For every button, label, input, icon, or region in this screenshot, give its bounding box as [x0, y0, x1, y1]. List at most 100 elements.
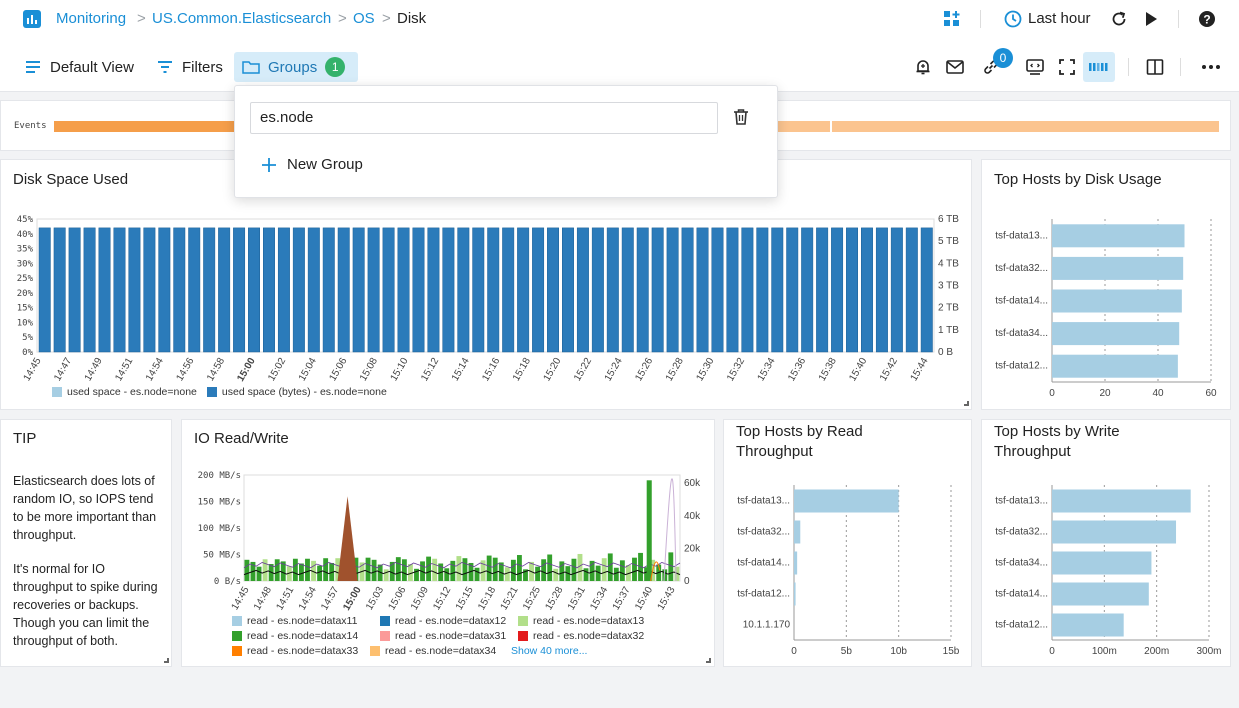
list-icon: [26, 61, 40, 73]
embed-icon[interactable]: [1026, 58, 1044, 76]
category-label: tsf-data34...: [995, 328, 1048, 339]
legend-swatch: [52, 387, 62, 397]
events-bar-light[interactable]: [832, 121, 1219, 132]
disk-bar: [532, 227, 545, 353]
filters-button[interactable]: Filters: [150, 52, 231, 82]
trash-icon[interactable]: [733, 108, 749, 126]
mail-icon[interactable]: [946, 59, 964, 75]
x-tick-label: 15:10: [389, 356, 411, 384]
host-bar: [1052, 354, 1178, 378]
legend-label[interactable]: used space - es.node=none: [67, 386, 197, 398]
group-input[interactable]: es.node: [250, 102, 718, 134]
more-options-icon[interactable]: [1201, 60, 1221, 74]
legend-label[interactable]: read - es.node=datax32: [533, 630, 645, 642]
disk-bar: [741, 227, 754, 353]
legend-swatch: [206, 387, 217, 397]
resize-handle[interactable]: [964, 401, 969, 406]
io-bar: [408, 564, 413, 581]
legend-label[interactable]: read - es.node=datax13: [533, 615, 645, 627]
host-bar: [794, 489, 899, 513]
breadcrumb-app[interactable]: US.Common.Elasticsearch: [152, 10, 332, 27]
x-tick-label: 15:42: [878, 356, 900, 384]
disk-bar: [218, 227, 231, 353]
resize-handle[interactable]: [164, 658, 169, 663]
groups-button[interactable]: Groups 1: [234, 52, 358, 82]
x-tick-label: 15:12: [419, 356, 441, 384]
disk-bar: [143, 227, 156, 353]
disk-bar: [367, 227, 380, 353]
host-bar: [794, 520, 801, 544]
disk-bar: [487, 227, 500, 353]
legend-label[interactable]: used space (bytes) - es.node=none: [221, 386, 387, 398]
groups-popover: es.node New Group: [234, 85, 778, 198]
disk-bar: [711, 227, 724, 353]
io-bar: [480, 560, 486, 581]
play-icon[interactable]: [1144, 11, 1158, 27]
chart-density-button[interactable]: [1083, 52, 1115, 82]
tip-paragraph: It's normal for IO throughput to spike d…: [13, 562, 158, 648]
refresh-icon[interactable]: [1110, 10, 1128, 28]
io-bar: [626, 565, 631, 581]
default-view-button[interactable]: Default View: [18, 52, 142, 82]
resize-handle[interactable]: [706, 658, 711, 663]
io-bar: [274, 559, 280, 581]
io-bar: [401, 559, 407, 581]
legend-swatch: [232, 616, 242, 626]
disk-bar: [128, 227, 141, 353]
legend-label[interactable]: read - es.node=datax12: [395, 615, 507, 627]
x-tick-label: 15:00: [235, 356, 258, 384]
io-bar: [577, 553, 583, 581]
breadcrumb-os[interactable]: OS: [353, 10, 375, 27]
time-range-button[interactable]: Last hour: [1028, 10, 1091, 27]
legend-swatch: [380, 616, 390, 626]
io-bar: [323, 558, 329, 581]
disk-bar: [248, 227, 261, 353]
y-tick-label: 45%: [17, 215, 34, 225]
help-icon[interactable]: ?: [1198, 10, 1216, 28]
add-widget-icon[interactable]: [944, 11, 960, 27]
legend-label[interactable]: read - es.node=datax34: [385, 645, 497, 657]
divider: [1128, 58, 1129, 76]
io-bar: [426, 556, 432, 581]
disk-bar: [352, 227, 365, 353]
io-bar: [601, 558, 607, 581]
legend-label[interactable]: read - es.node=datax11: [247, 615, 358, 627]
breadcrumb-monitoring[interactable]: Monitoring: [56, 10, 127, 27]
fullscreen-icon[interactable]: [1058, 58, 1076, 76]
x-tick-label: 14:49: [83, 356, 105, 384]
groups-label: Groups: [268, 58, 318, 76]
x-tick-label: 15:28: [664, 356, 686, 384]
y-tick-label: 100 MB/s: [198, 524, 241, 534]
io-bar: [389, 561, 395, 581]
legend-label[interactable]: read - es.node=datax33: [247, 645, 359, 657]
legend-label[interactable]: read - es.node=datax31: [395, 630, 507, 642]
legend-label[interactable]: read - es.node=datax14: [247, 630, 359, 642]
monitoring-app-icon[interactable]: [23, 10, 41, 28]
x-tick-label: 14:51: [113, 356, 135, 384]
x-tick-label: 20: [1099, 388, 1111, 399]
category-label: tsf-data32...: [995, 263, 1048, 274]
y2-tick-label: 1 TB: [938, 325, 959, 336]
new-group-button[interactable]: New Group: [262, 156, 363, 173]
x-tick-label: 15:12: [431, 585, 453, 613]
io-bar: [510, 559, 516, 581]
y-tick-label: 25%: [17, 274, 34, 284]
alert-bell-icon[interactable]: [914, 58, 932, 76]
disk-bar: [861, 227, 873, 353]
x-tick-label: 14:57: [319, 585, 341, 613]
x-tick-label: 15:32: [725, 356, 747, 384]
disk-bar: [203, 227, 216, 353]
plus-icon: [262, 157, 276, 172]
disk-bar: [397, 227, 410, 353]
disk-bar: [681, 227, 694, 353]
x-tick-label: 14:48: [252, 585, 274, 613]
x-tick-label: 0: [1049, 388, 1055, 399]
io-bar: [535, 566, 541, 581]
x-tick-label: 40: [1152, 388, 1164, 399]
x-tick-label: 14:58: [205, 356, 227, 384]
disk-bar: [756, 227, 769, 353]
show-more-link[interactable]: Show 40 more...: [511, 645, 588, 657]
clock-icon[interactable]: [1004, 10, 1022, 28]
events-bar-light[interactable]: [777, 121, 830, 132]
split-view-icon[interactable]: [1146, 58, 1164, 76]
